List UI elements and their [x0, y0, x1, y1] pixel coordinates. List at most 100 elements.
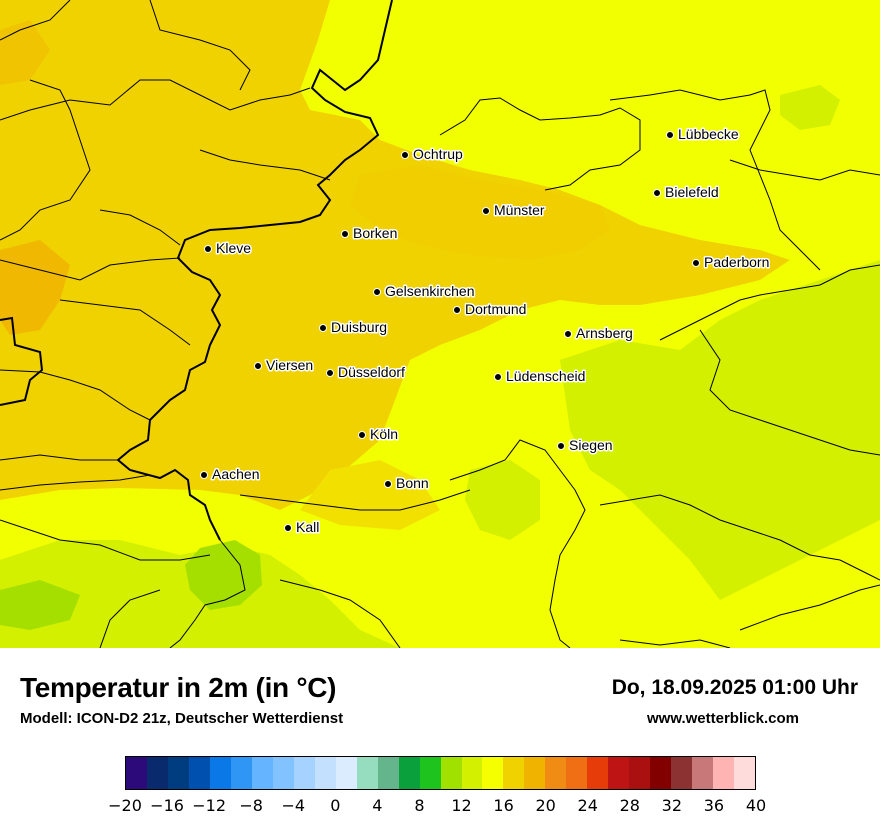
scale-tick-label: 36 — [703, 796, 725, 815]
city-label: Lüdenscheid — [506, 368, 585, 384]
city-label: Viersen — [266, 357, 313, 373]
city-marker: Lübbecke — [666, 125, 740, 144]
scale-swatch — [230, 757, 252, 789]
website-link[interactable]: www.wetterblick.com — [647, 710, 799, 727]
city-marker: Borken — [341, 224, 399, 243]
city-marker: Arnsberg — [564, 324, 634, 343]
city-label: Münster — [494, 202, 545, 218]
city-dot — [326, 369, 334, 377]
city-marker: Köln — [358, 425, 400, 444]
scale-swatch — [146, 757, 168, 789]
scale-swatch — [335, 757, 357, 789]
city-dot — [557, 442, 565, 450]
model-info: Modell: ICON-D2 21z, Deutscher Wetterdie… — [20, 710, 344, 727]
scale-tick-label: −4 — [281, 796, 306, 815]
city-dot — [358, 431, 366, 439]
city-marker: Duisburg — [319, 318, 389, 337]
city-label: Bonn — [396, 475, 429, 491]
city-marker: Paderborn — [692, 253, 771, 272]
map-title: Temperatur in 2m (in °C) — [20, 672, 337, 703]
scale-swatch — [524, 757, 546, 789]
scale-ticks: −20 −16 −12 −8 −4 0 4 8 12 16 20 24 28 32 36 40 — [0, 796, 880, 820]
scale-swatch — [734, 757, 756, 789]
scale-swatch — [126, 757, 147, 789]
city-marker: Düsseldorf — [326, 363, 407, 382]
scale-tick-label: 32 — [661, 796, 683, 815]
scale-swatch — [209, 757, 231, 789]
city-label: Borken — [353, 225, 397, 241]
city-marker: Lüdenscheid — [494, 367, 587, 386]
scale-swatch — [440, 757, 462, 789]
city-label: Gelsenkirchen — [385, 283, 475, 299]
city-dot — [284, 524, 292, 532]
field-warm-west — [0, 0, 790, 510]
scale-tick-label: 24 — [577, 796, 598, 815]
scale-swatch — [188, 757, 210, 789]
scale-swatch — [608, 757, 630, 789]
scale-swatch — [356, 757, 378, 789]
city-marker: Bielefeld — [653, 183, 720, 202]
city-dot — [373, 288, 381, 296]
city-dot — [200, 471, 208, 479]
city-marker: Bonn — [384, 474, 430, 493]
city-dot — [254, 362, 262, 370]
city-label: Kleve — [216, 240, 251, 256]
city-marker: Gelsenkirchen — [373, 282, 476, 301]
scale-swatch — [587, 757, 609, 789]
city-dot — [482, 207, 490, 215]
city-dot — [494, 373, 502, 381]
field-warm-munster — [350, 165, 610, 260]
scale-tick-label: −16 — [150, 796, 184, 815]
scale-swatch — [650, 757, 672, 789]
scale-swatch — [398, 757, 420, 789]
city-dot — [666, 131, 674, 139]
city-label: Arnsberg — [576, 325, 633, 341]
city-marker: Siegen — [557, 436, 614, 455]
city-marker: Aachen — [200, 465, 261, 484]
city-label: Düsseldorf — [338, 364, 405, 380]
city-label: Bielefeld — [665, 184, 719, 200]
field-cool-sauerland — [560, 260, 880, 600]
city-label: Dortmund — [465, 301, 526, 317]
scale-tick-label: 12 — [451, 796, 472, 815]
city-dot — [384, 480, 392, 488]
scale-tick-label: −20 — [108, 796, 142, 815]
city-marker: Ochtrup — [401, 145, 465, 164]
city-dot — [653, 189, 661, 197]
field-cool-east — [780, 85, 840, 130]
city-label: Ochtrup — [413, 146, 463, 162]
scale-swatch — [545, 757, 567, 789]
city-dot — [564, 330, 572, 338]
city-dot — [341, 230, 349, 238]
scale-swatch — [251, 757, 273, 789]
scale-swatch — [272, 757, 294, 789]
scale-tick-label: 28 — [619, 796, 640, 815]
scale-swatch — [377, 757, 399, 789]
city-marker: Viersen — [254, 356, 315, 375]
scale-swatch — [713, 757, 735, 789]
city-dot — [401, 151, 409, 159]
temperature-map: Lübbecke Ochtrup Bielefeld Münster Borken Kle… — [0, 0, 880, 649]
map-svg: Lübbecke Ochtrup Bielefeld Münster Borken Kle… — [0, 0, 880, 649]
city-label: Duisburg — [331, 319, 387, 335]
city-label: Paderborn — [704, 254, 769, 270]
scale-tick-label: 20 — [535, 796, 556, 815]
field-coolest-eifel-2 — [0, 580, 80, 630]
scale-tick-label: −8 — [239, 796, 263, 815]
forecast-datetime: Do, 18.09.2025 01:00 Uhr — [611, 676, 858, 699]
scale-tick-label: 4 — [372, 796, 383, 815]
city-marker: Münster — [482, 201, 546, 220]
scale-tick-label: 0 — [330, 796, 341, 815]
field-pocket-bonn — [300, 460, 440, 530]
field-hot-spot-2 — [0, 20, 50, 85]
footer: Temperatur in 2m (in °C) Modell: ICON-D2… — [0, 648, 880, 830]
city-marker: Kall — [284, 518, 321, 537]
city-dot — [204, 245, 212, 253]
scale-swatch — [566, 757, 588, 789]
scale-swatch — [461, 757, 483, 789]
field-hot-spot-1 — [0, 240, 70, 335]
scale-tick-label: 16 — [493, 796, 514, 815]
city-layer: Lübbecke Ochtrup Bielefeld Münster Borken Kle… — [200, 125, 771, 537]
scale-swatch — [419, 757, 441, 789]
city-dot — [453, 306, 461, 314]
